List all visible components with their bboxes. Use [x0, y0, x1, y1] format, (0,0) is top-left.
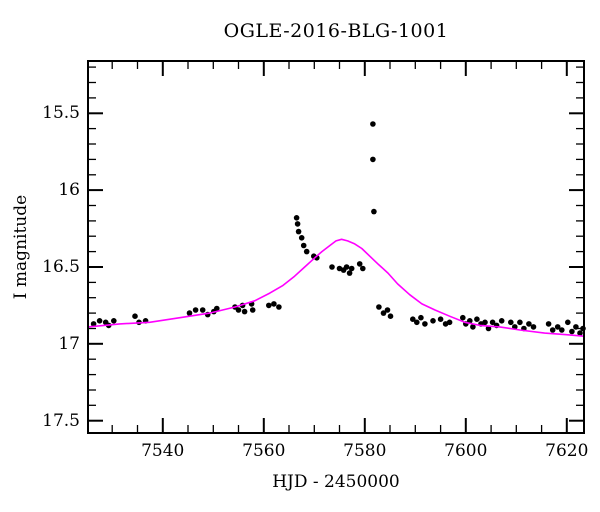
data-point — [295, 228, 302, 235]
y-axis-label: I magnitude — [11, 194, 31, 300]
data-point — [376, 304, 382, 310]
data-point — [348, 265, 355, 272]
y-tick-label: 16.5 — [42, 256, 80, 277]
data-point — [549, 327, 556, 333]
y-tick-label: 17.5 — [42, 410, 80, 431]
x-tick-label: 7540 — [141, 441, 185, 461]
data-point — [384, 307, 391, 313]
data-point — [489, 319, 496, 326]
data-point — [186, 310, 193, 316]
data-point — [460, 314, 466, 321]
y-tick-label: 16 — [58, 180, 80, 201]
data-point — [559, 327, 565, 333]
x-tick-label: 7580 — [343, 441, 387, 461]
data-point — [370, 156, 376, 163]
x-tick-label: 7620 — [545, 441, 589, 461]
data-point — [577, 330, 583, 336]
data-point — [249, 307, 256, 313]
data-point — [530, 324, 537, 330]
data-point — [387, 313, 394, 320]
data-point — [467, 318, 473, 324]
data-point — [446, 319, 453, 326]
data-point — [470, 324, 476, 330]
data-point — [517, 319, 523, 326]
data-point — [410, 316, 416, 323]
data-point — [498, 318, 505, 324]
data-point — [266, 302, 272, 309]
data-point — [482, 319, 488, 326]
data-point — [235, 307, 242, 313]
data-point — [214, 305, 220, 312]
data-point — [418, 314, 424, 321]
x-tick-label: 7560 — [242, 441, 286, 461]
data-point — [298, 235, 305, 241]
data-point — [199, 307, 206, 313]
data-point — [132, 313, 138, 320]
data-point — [485, 325, 492, 332]
data-point — [370, 121, 376, 127]
y-tick-label: 17 — [58, 333, 80, 354]
model-curve — [87, 238, 585, 338]
data-point — [300, 242, 307, 249]
data-point — [276, 304, 282, 310]
x-tick-label: 7600 — [444, 441, 488, 461]
data-point — [90, 321, 97, 327]
data-point — [380, 310, 387, 316]
data-point — [554, 324, 561, 330]
chart-title: OGLE-2016-BLG-1001 — [223, 20, 449, 42]
data-point — [271, 301, 277, 307]
data-point — [303, 248, 310, 255]
data-point — [545, 321, 552, 327]
data-point — [508, 319, 514, 326]
x-axis-label: HJD - 2450000 — [272, 472, 400, 492]
data-point — [111, 318, 117, 324]
data-point — [346, 270, 353, 276]
data-point — [96, 318, 103, 324]
data-point — [474, 316, 480, 323]
data-point — [422, 321, 428, 327]
data-point — [360, 265, 366, 272]
data-point — [569, 328, 575, 335]
data-point — [294, 221, 301, 227]
y-tick-label: 15.5 — [42, 103, 80, 124]
data-point — [414, 319, 420, 326]
plot-frame — [87, 60, 585, 434]
data-point — [371, 208, 377, 215]
data-point — [356, 261, 363, 267]
data-point — [526, 321, 532, 327]
data-point — [192, 307, 199, 313]
data-point — [293, 215, 300, 221]
data-point — [437, 316, 444, 323]
data-point — [329, 264, 335, 270]
data-point — [241, 308, 248, 315]
data-point — [565, 319, 571, 326]
data-point — [430, 318, 436, 324]
data-point — [343, 264, 350, 270]
